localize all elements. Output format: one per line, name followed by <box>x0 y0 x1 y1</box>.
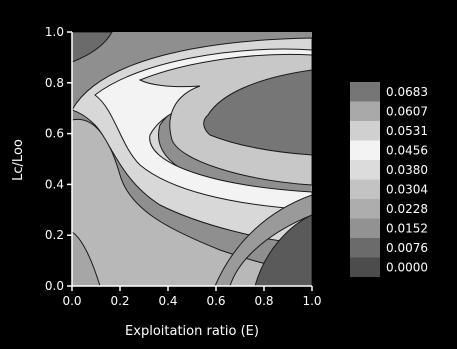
colorbar-swatch <box>350 82 380 102</box>
colorbar-swatch <box>350 101 380 121</box>
colorbar-label: 0.0607 <box>386 104 428 118</box>
x-tick-label: 0.8 <box>254 294 273 308</box>
colorbar-label: 0.0683 <box>386 85 428 99</box>
colorbar-swatch <box>350 179 380 199</box>
colorbar-swatch <box>350 257 380 277</box>
colorbar-swatch <box>350 121 380 141</box>
x-tick-label: 0.2 <box>110 294 129 308</box>
colorbar-swatch <box>350 160 380 180</box>
y-tick-label: 0.8 <box>45 76 64 90</box>
plot-area <box>72 32 312 286</box>
x-tick-label: 0.6 <box>206 294 225 308</box>
y-tick-label: 1.0 <box>45 25 64 39</box>
colorbar-label: 0.0152 <box>386 221 428 235</box>
x-tick-label: 0.4 <box>158 294 177 308</box>
contour-band-ridge <box>94 48 312 211</box>
y-tick-label: 0.4 <box>45 177 64 191</box>
contour-peak-region <box>203 69 312 156</box>
y-axis-ticks: 0.0 0.2 0.4 0.6 0.8 1.0 <box>45 25 72 293</box>
y-axis-label: Lc/Loo <box>11 139 26 181</box>
x-tick-label: 0.0 <box>62 294 81 308</box>
y-tick-label: 0.2 <box>45 228 64 242</box>
y-tick-label: 0.0 <box>45 279 64 293</box>
colorbar-label: 0.0304 <box>386 182 428 196</box>
colorbar-label: 0.0380 <box>386 163 428 177</box>
colorbar-label: 0.0076 <box>386 241 428 255</box>
axes <box>71 32 312 287</box>
contour-band-bottomright <box>214 194 312 286</box>
colorbar-swatch <box>350 199 380 219</box>
colorbar-swatch <box>350 238 380 258</box>
colorbar-legend: 0.0683 0.0607 0.0531 0.0456 0.0380 0.0304 0.02… <box>350 82 428 277</box>
y-tick-label: 0.6 <box>45 127 64 141</box>
colorbar-label: 0.0531 <box>386 124 428 138</box>
colorbar-label: 0.0228 <box>386 202 428 216</box>
colorbar-swatch <box>350 140 380 160</box>
x-axis-label: Exploitation ratio (E) <box>125 324 259 339</box>
colorbar-label: 0.0456 <box>386 143 428 157</box>
x-tick-label: 1.0 <box>302 294 321 308</box>
colorbar-label: 0.0000 <box>386 260 428 274</box>
x-axis-ticks: 0.0 0.2 0.4 0.6 0.8 1.0 <box>62 286 322 308</box>
colorbar-swatch <box>350 218 380 238</box>
